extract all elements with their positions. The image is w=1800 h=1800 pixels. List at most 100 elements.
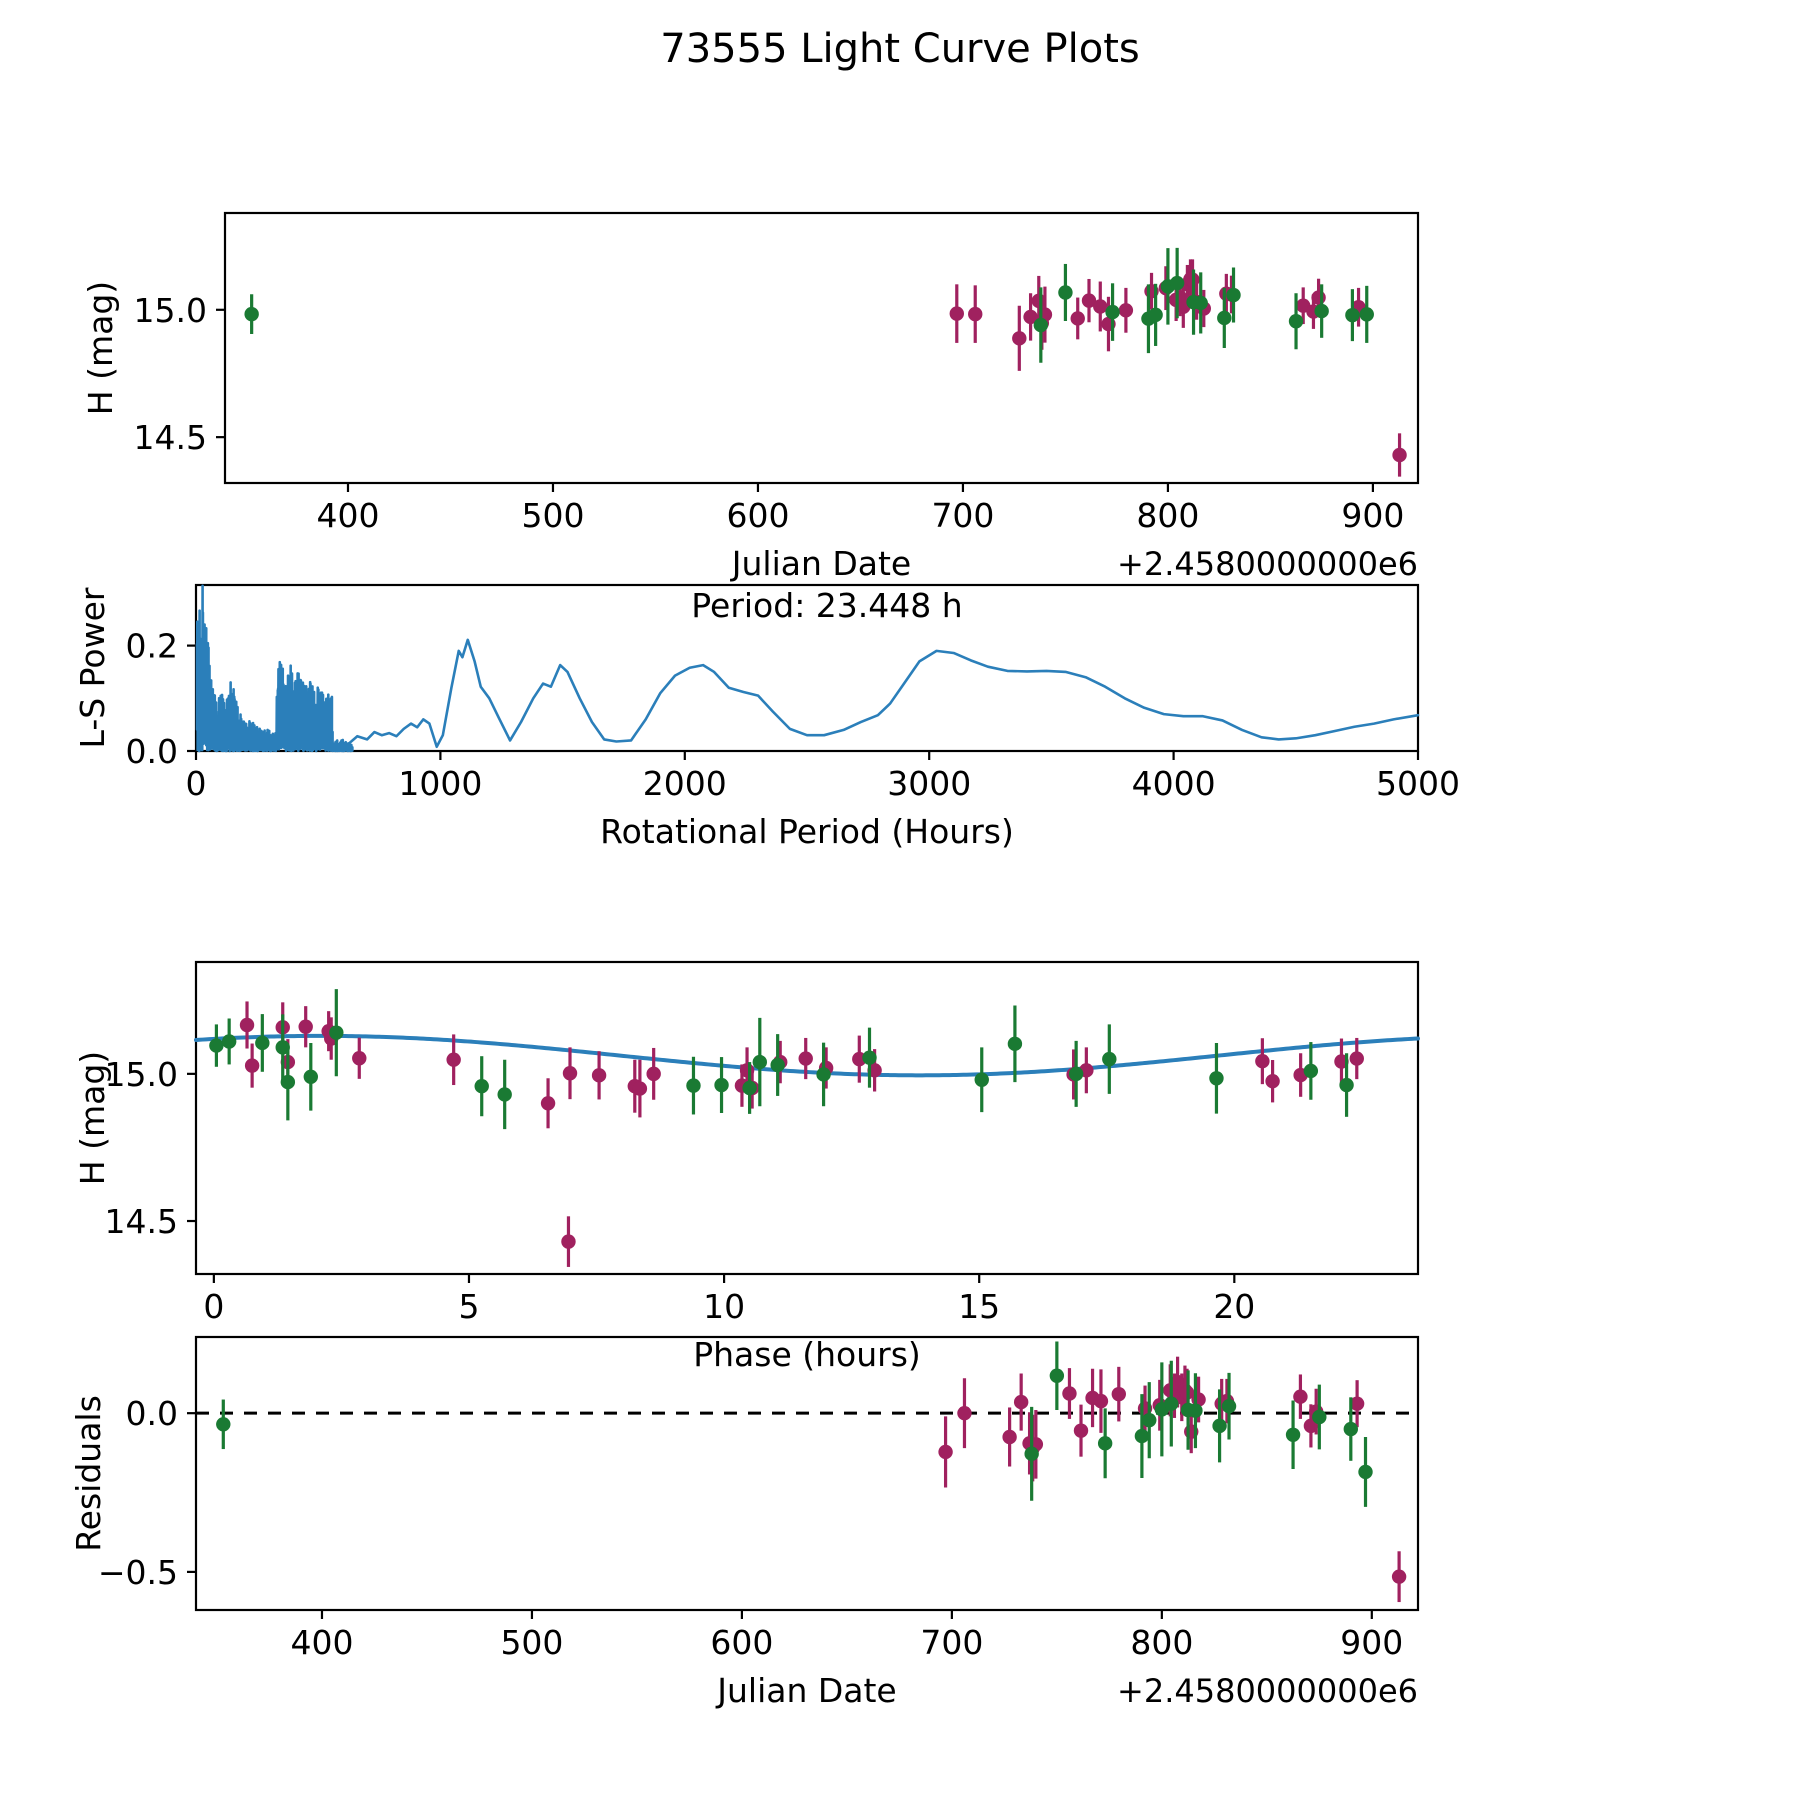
y-tick-label: 0.0 — [126, 1394, 178, 1433]
x-tick-label: 900 — [1340, 1623, 1403, 1662]
data-point — [1164, 1396, 1179, 1411]
data-point — [1339, 1077, 1354, 1093]
x-axis-label: Julian Date — [715, 1671, 897, 1710]
data-point — [352, 1051, 367, 1066]
x-tick-label: 0 — [203, 1287, 224, 1326]
data-point — [1303, 1063, 1319, 1079]
period-annotation: Period: 23.448 h — [691, 586, 962, 625]
data-point — [303, 1069, 319, 1084]
data-point — [1134, 1428, 1150, 1444]
data-point — [1002, 1429, 1017, 1445]
y-axis-label: L-S Power — [73, 587, 112, 748]
data-point — [1212, 1418, 1227, 1434]
data-point — [1058, 285, 1073, 300]
x-offset-label: +2.4580000000e6 — [1117, 545, 1418, 583]
data-point — [1081, 293, 1097, 308]
data-point — [1148, 307, 1163, 323]
data-point — [1105, 304, 1120, 320]
x-tick-label: 400 — [290, 1623, 353, 1662]
x-tick-label: 5000 — [1376, 764, 1460, 803]
data-point — [1312, 1409, 1327, 1425]
x-tick-label: 5 — [458, 1287, 479, 1326]
data-point — [938, 1444, 953, 1460]
x-tick-label: 700 — [920, 1623, 983, 1662]
data-point — [1255, 1053, 1270, 1069]
data-point — [686, 1078, 701, 1093]
data-point — [862, 1050, 877, 1065]
data-point — [646, 1066, 661, 1082]
data-point — [770, 1057, 785, 1073]
data-point — [244, 1058, 260, 1073]
x-tick-label: 800 — [1136, 496, 1199, 535]
data-point — [1221, 1399, 1237, 1414]
data-point — [216, 1417, 231, 1432]
series-series_b — [209, 989, 1354, 1130]
y-tick-label: 14.5 — [105, 1202, 178, 1241]
axes-periodogram: 0 1000 2000 3000 4000 5000 0.0 0.2 Rotational Pe… — [73, 583, 1460, 851]
y-tick-label: −0.5 — [98, 1553, 178, 1592]
data-point — [1188, 1403, 1203, 1418]
data-point — [239, 1017, 255, 1033]
y-tick-label: 0.2 — [126, 627, 178, 666]
data-point — [1024, 1446, 1039, 1462]
data-point — [1391, 1569, 1407, 1584]
x-axis-label: Julian Date — [730, 544, 912, 583]
data-point — [1314, 303, 1329, 319]
axes-frame — [194, 1335, 1420, 1612]
data-point — [1217, 310, 1232, 326]
data-point — [632, 1081, 648, 1096]
data-point — [1062, 1386, 1077, 1401]
x-axis-label: Rotational Period (Hours) — [600, 812, 1014, 851]
x-tick-label: 900 — [1341, 496, 1404, 535]
data-point — [1142, 1412, 1157, 1428]
figure-title: 73555 Light Curve Plots — [660, 26, 1140, 72]
data-point — [1349, 1396, 1365, 1411]
axes-frame — [194, 960, 1420, 1276]
data-point — [1226, 287, 1241, 303]
data-point — [1012, 331, 1027, 346]
data-point — [1102, 1051, 1117, 1067]
data-point — [497, 1087, 512, 1102]
data-point — [1068, 1066, 1084, 1082]
data-point — [974, 1072, 989, 1087]
data-point — [1265, 1074, 1280, 1089]
data-point — [816, 1067, 831, 1082]
data-point — [562, 1066, 578, 1081]
data-point — [798, 1051, 813, 1066]
axes-residuals: 400 500 600 700 800 900 0.0 −0.5 Julian Date Resi… — [69, 1335, 1420, 1710]
data-point — [1285, 1427, 1301, 1442]
data-point — [1358, 1464, 1373, 1480]
data-point — [742, 1080, 757, 1096]
data-point — [1118, 303, 1134, 318]
data-point — [1007, 1036, 1023, 1052]
x-tick-label: 800 — [1130, 1623, 1193, 1662]
data-point — [561, 1234, 576, 1249]
data-point — [1209, 1071, 1224, 1086]
data-point — [1193, 295, 1208, 311]
y-axis-label: H (mag) — [81, 281, 120, 415]
series-series_b — [216, 1341, 1373, 1507]
axes-frame — [223, 211, 1420, 485]
data-point — [714, 1077, 729, 1093]
data-point — [1070, 311, 1085, 326]
series-series_a — [239, 1001, 1364, 1267]
data-point — [1033, 317, 1049, 333]
data-point — [1049, 1368, 1065, 1383]
data-point — [949, 306, 964, 321]
data-point — [1293, 1389, 1308, 1404]
data-point — [1311, 290, 1326, 305]
data-point — [1073, 1423, 1089, 1438]
data-point — [591, 1068, 607, 1083]
y-tick-label: 15.0 — [105, 1055, 178, 1094]
x-tick-label: 500 — [500, 1623, 563, 1662]
data-point — [1111, 1386, 1126, 1402]
data-point — [1169, 275, 1185, 291]
x-tick-label: 3000 — [887, 764, 971, 803]
data-point — [957, 1405, 972, 1421]
x-tick-label: 700 — [931, 496, 994, 535]
data-point — [244, 306, 259, 322]
data-point — [446, 1052, 461, 1067]
data-point — [1097, 1436, 1113, 1451]
series-series_b — [244, 247, 1374, 363]
